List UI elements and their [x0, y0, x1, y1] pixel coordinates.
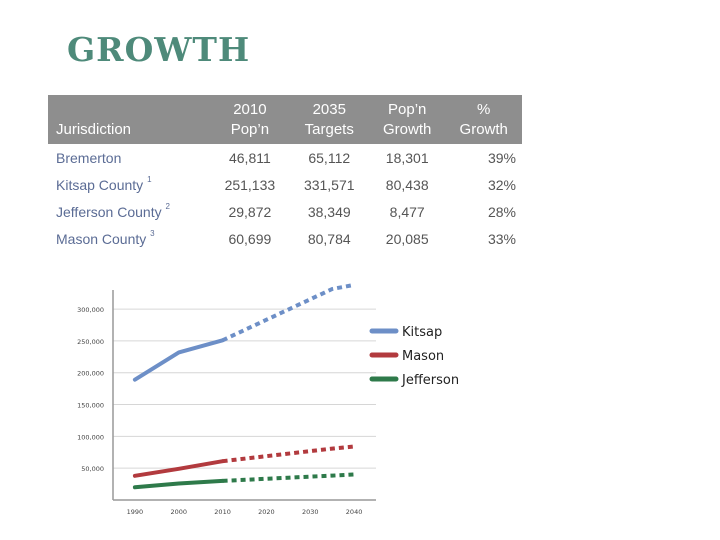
- jurisdiction-cell: Mason County 3: [48, 225, 210, 252]
- pct-growth-cell: 32%: [487, 176, 516, 193]
- table-row: Kitsap County 1 251,133 331,571 80,438 3…: [48, 171, 522, 198]
- header-pop-growth-line1: Pop’n: [388, 101, 427, 118]
- pct-growth-cell: 28%: [487, 203, 516, 220]
- page-title: GROWTH: [67, 30, 251, 69]
- targets-2035-cell: 80,784: [307, 230, 351, 247]
- header-pct-growth-line1: %: [477, 101, 491, 118]
- mason-projected-line: [222, 444, 355, 464]
- header-2010-pop: 2010 Pop’n: [210, 95, 290, 144]
- y-tick-label: 250,000: [77, 338, 104, 346]
- header-2035-targets-line1: 2035: [312, 101, 346, 118]
- y-tick-label: 150,000: [77, 402, 104, 410]
- legend-label-jefferson: Jefferson: [401, 373, 459, 388]
- pop-growth-cell: 80,438: [385, 176, 429, 193]
- header-2010-pop-line2: Pop’n: [230, 121, 270, 138]
- x-tick-label: 2000: [170, 508, 187, 516]
- table-header-row: Jurisdiction 2010 Pop’n 2035 Targets Pop…: [48, 95, 522, 144]
- population-table: Jurisdiction 2010 Pop’n 2035 Targets Pop…: [48, 95, 522, 252]
- mason-actual-line: [132, 459, 225, 478]
- x-tick-label: 2020: [258, 508, 275, 516]
- x-tick-label: 1990: [127, 508, 144, 516]
- footnote-marker: 1: [147, 174, 152, 184]
- jurisdiction-name: Kitsap County: [56, 176, 144, 193]
- jurisdiction-name: Mason County: [56, 230, 147, 247]
- header-pct-growth-line2: Growth: [459, 121, 508, 138]
- kitsap-projected-line: [221, 282, 355, 343]
- header-pop-growth: Pop’n Growth: [368, 95, 446, 144]
- jurisdiction-name: Jefferson County: [56, 203, 162, 220]
- table-row: Bremerton 46,811 65,112 18,301 39%: [48, 144, 522, 171]
- header-2010-pop-line1: 2010: [233, 101, 267, 118]
- jurisdiction-cell: Kitsap County 1: [48, 171, 210, 198]
- jurisdiction-cell: Bremerton: [48, 144, 210, 171]
- header-2035-targets: 2035 Targets: [289, 95, 369, 144]
- y-tick-label: 100,000: [77, 433, 104, 441]
- jurisdiction-name: Bremerton: [56, 149, 122, 166]
- footnote-marker: 2: [165, 201, 170, 211]
- jefferson-actual-line: [132, 478, 225, 490]
- pop-growth-cell: 20,085: [385, 230, 429, 247]
- targets-2035-cell: 65,112: [308, 149, 351, 166]
- pct-growth-cell: 39%: [487, 149, 516, 166]
- pop-2010-cell: 60,699: [228, 230, 272, 247]
- table-row: Mason County 3 60,699 80,784 20,085 33%: [48, 225, 522, 252]
- y-tick-label: 300,000: [77, 306, 104, 314]
- pct-growth-cell: 33%: [487, 230, 516, 247]
- pop-2010-cell: 29,872: [228, 203, 272, 220]
- y-tick-label: 200,000: [77, 370, 104, 378]
- legend-label-mason: Mason: [402, 349, 444, 364]
- legend-label-kitsap: Kitsap: [402, 325, 442, 340]
- pop-growth-cell: 8,477: [389, 203, 425, 220]
- pop-growth-cell: 18,301: [385, 149, 429, 166]
- jurisdiction-cell: Jefferson County 2: [48, 198, 210, 225]
- kitsap-actual-line: [132, 338, 225, 382]
- targets-2035-cell: 331,571: [303, 176, 355, 193]
- x-tick-label: 2040: [346, 508, 363, 516]
- y-tick-label: 50,000: [81, 465, 104, 473]
- header-pop-growth-line2: Growth: [383, 121, 432, 138]
- header-pct-growth: % Growth: [445, 95, 522, 144]
- header-jurisdiction: Jurisdiction: [48, 95, 211, 144]
- jefferson-projected-line: [222, 472, 355, 483]
- header-2035-targets-line2: Targets: [304, 121, 354, 138]
- footnote-marker: 3: [150, 228, 155, 238]
- table-row: Jefferson County 2 29,872 38,349 8,477 2…: [48, 198, 522, 225]
- x-tick-label: 2010: [214, 508, 231, 516]
- x-tick-label: 2030: [302, 508, 319, 516]
- targets-2035-cell: 38,349: [307, 203, 351, 220]
- pop-2010-cell: 251,133: [224, 176, 276, 193]
- pop-2010-cell: 46,811: [228, 149, 271, 166]
